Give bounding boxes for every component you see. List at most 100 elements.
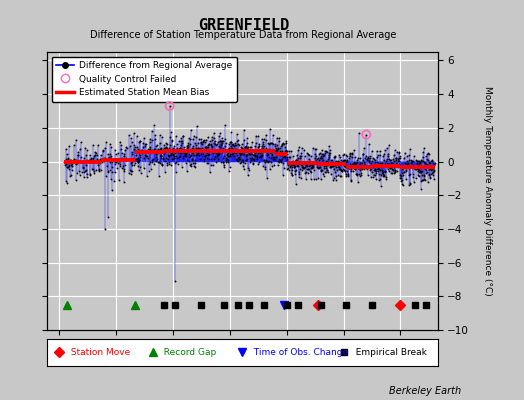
Point [363,156,372,162]
Point [271,154,280,160]
Point [186,136,194,142]
Point [351,166,359,172]
Point [160,151,169,157]
Point [391,160,400,166]
Point [390,164,399,170]
Point [119,179,128,185]
Point [91,148,99,155]
Point [373,154,381,161]
Point [193,150,201,156]
Point [259,139,267,145]
Point [256,148,264,154]
Point [66,156,74,163]
Point [289,158,298,164]
Point [171,278,180,284]
Point [181,160,190,166]
Point [395,150,403,157]
Point [410,164,419,170]
Point [115,158,124,165]
Point [378,160,386,166]
Point [411,166,420,172]
Point [192,142,201,148]
Point [155,173,163,179]
Point [418,177,427,184]
Point [345,165,354,172]
Point [128,157,137,164]
Point [228,147,236,153]
Point [303,163,311,170]
Point [134,156,143,163]
Point [406,146,414,152]
Point [168,137,177,143]
Point [200,158,209,164]
Point [215,149,224,155]
Point [398,166,406,172]
Point [359,166,368,172]
Point [90,170,98,176]
Point [421,166,429,172]
Point [177,138,185,144]
Point [219,138,227,144]
Point [231,146,239,152]
Point [299,164,307,171]
Point [120,168,128,174]
Point [367,165,375,172]
Point [303,150,311,156]
Point [280,152,288,159]
Point [219,159,227,165]
Point [420,159,428,165]
Point [188,144,196,151]
Point [389,170,398,176]
Point [206,138,214,144]
Point [307,176,315,182]
Point [249,160,257,166]
Point [276,157,285,164]
Point [424,165,433,172]
Point [144,149,152,156]
Point [372,176,380,182]
Point [73,170,82,176]
Point [392,154,400,161]
Point [166,103,174,109]
Point [271,148,280,155]
Point [423,156,431,162]
Point [104,168,112,175]
Point [330,154,338,160]
Point [255,158,264,165]
Point [332,177,341,183]
Point [67,161,75,168]
Point [302,176,310,182]
Point [187,161,195,168]
Point [169,151,177,158]
Point [101,226,110,232]
Point [104,151,113,157]
Point [201,144,210,150]
Point [151,143,160,150]
Point [197,136,205,142]
Point [378,168,387,175]
Point [386,157,395,163]
Point [64,154,72,161]
Point [156,132,164,138]
Point [247,149,255,156]
Point [240,166,248,172]
Point [204,151,213,157]
Point [414,168,423,175]
Point [161,158,169,164]
Point [369,162,378,168]
Point [366,155,374,161]
Point [270,147,279,154]
Point [282,147,290,153]
Point [370,172,378,178]
Point [382,158,390,164]
Point [326,170,335,177]
Point [231,142,239,148]
Point [303,166,312,172]
Point [264,147,272,153]
Point [188,150,196,156]
Point [394,158,402,164]
Point [428,158,436,165]
Point [262,137,270,143]
Point [418,168,426,174]
Point [379,153,387,160]
